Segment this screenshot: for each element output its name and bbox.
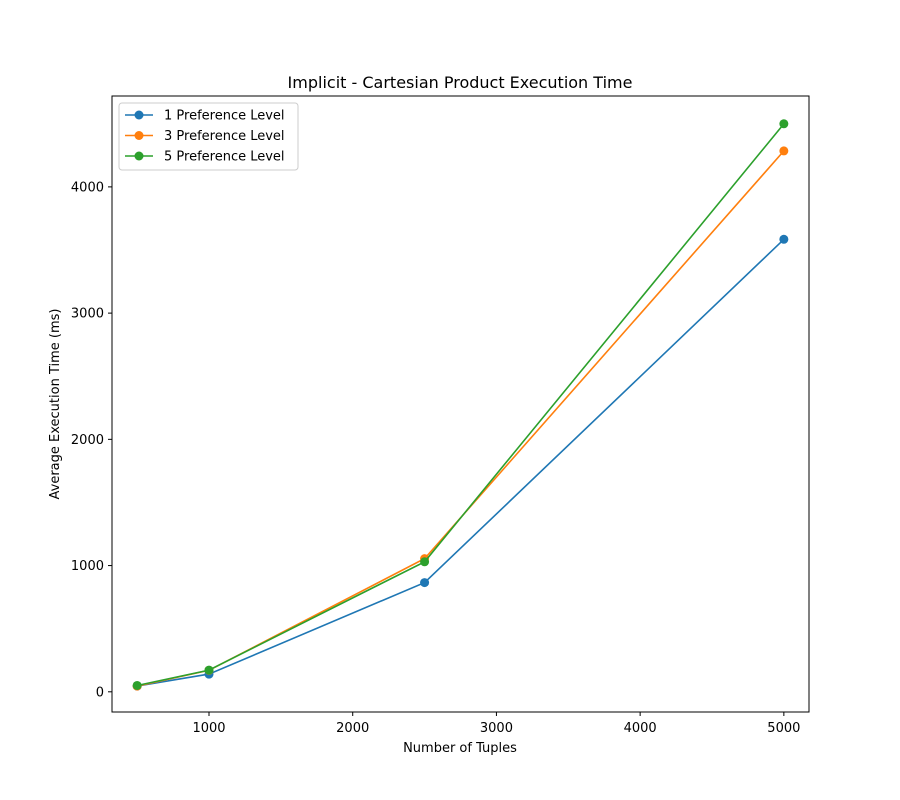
legend-marker [134, 110, 144, 120]
legend-item: 1 Preference Level [125, 109, 285, 124]
y-tick-label: 3000 [71, 307, 104, 322]
data-point [779, 119, 789, 129]
data-point [420, 557, 430, 567]
legend-label: 1 Preference Level [164, 109, 285, 124]
series-line [136, 123, 785, 687]
legend-item: 5 Preference Level [125, 150, 285, 165]
series-3 [132, 119, 789, 690]
legend-box [118, 102, 299, 171]
y-tick-label: 0 [96, 685, 104, 700]
legend-label: 3 Preference Level [164, 129, 285, 144]
series-line [136, 150, 785, 687]
x-tick-label: 5000 [767, 721, 800, 736]
x-tick-label: 4000 [624, 721, 657, 736]
series-1 [132, 234, 789, 691]
data-point [779, 146, 789, 156]
data-point [132, 680, 142, 690]
data-point [420, 578, 430, 588]
x-tick-label: 2000 [336, 721, 369, 736]
series-line [136, 238, 785, 687]
data-point [204, 665, 214, 675]
data-point [779, 234, 789, 244]
plot-area [111, 95, 810, 713]
legend-marker [134, 151, 144, 161]
y-axis-label: Average Execution Time (ms) [48, 309, 63, 500]
series-layer [132, 119, 789, 691]
y-tick-label: 4000 [71, 180, 104, 195]
series-2 [132, 146, 789, 691]
chart-title: Implicit - Cartesian Product Execution T… [288, 73, 633, 92]
x-axis-label: Number of Tuples [403, 741, 517, 756]
y-axis: 0 1000 2000 3000 4000 [71, 180, 112, 700]
legend-label: 5 Preference Level [164, 150, 285, 165]
y-tick-label: 1000 [71, 559, 104, 574]
x-tick-label: 3000 [480, 721, 513, 736]
legend-marker [134, 131, 144, 140]
y-tick-label: 2000 [71, 433, 104, 448]
legend: 1 Preference Level 3 Preference Level 5 Pr… [118, 102, 299, 171]
legend-item: 3 Preference Level [125, 129, 285, 144]
x-tick-label: 1000 [192, 721, 225, 736]
x-axis: 1000 2000 3000 4000 5000 [192, 712, 800, 736]
